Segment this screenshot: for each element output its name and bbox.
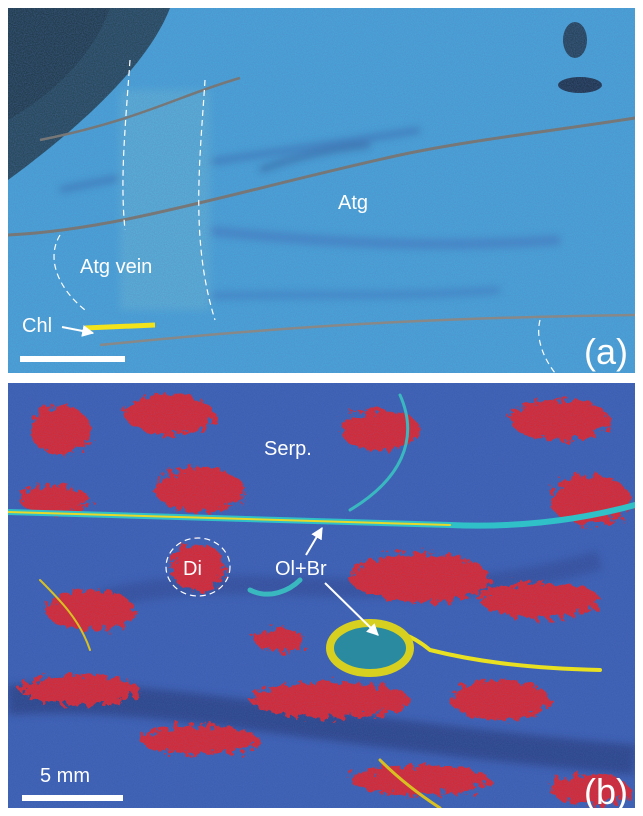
panel-label: (b) xyxy=(584,771,628,812)
scale-bar xyxy=(20,356,125,362)
annotation: Atg vein xyxy=(80,256,152,278)
panel-label: (a) xyxy=(584,331,628,372)
page: Atg Atg vein Chl (a) xyxy=(0,0,643,816)
panel-b-image xyxy=(8,383,635,808)
annotation: Serp. xyxy=(264,438,312,460)
figure: Atg Atg vein Chl (a) xyxy=(0,0,643,816)
annotation: Chl xyxy=(22,315,52,337)
annotation: Ol+Br xyxy=(275,558,327,580)
annotation: Di xyxy=(183,558,202,580)
scale-bar xyxy=(22,795,123,801)
annotation: Atg xyxy=(338,192,368,214)
scale-bar-label: 5 mm xyxy=(40,765,90,787)
panel-a-image xyxy=(8,8,635,373)
